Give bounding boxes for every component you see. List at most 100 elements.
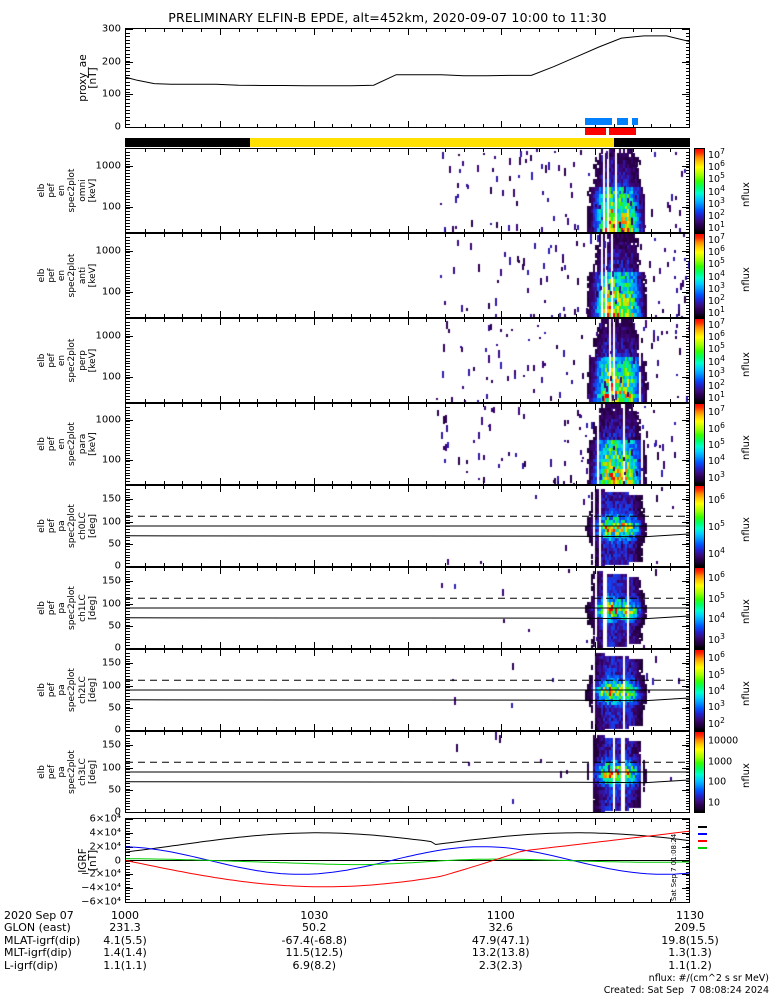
igrf-legend-swatch	[698, 840, 707, 842]
loss-cone-lines	[126, 597, 689, 620]
y-tick-label: −4×10⁴	[81, 882, 121, 894]
x-tick-minor	[239, 899, 240, 902]
x-axis-value: 209.5	[674, 921, 706, 935]
colorbar-tick-label: 103	[708, 469, 725, 484]
y-tick-minor	[685, 849, 689, 850]
x-tick-minor	[445, 29, 446, 32]
x-tick	[408, 121, 409, 127]
x-tick-minor	[370, 124, 371, 127]
y-tick-minor	[685, 846, 689, 847]
y-axis-label-part: [deg]	[87, 514, 98, 538]
y-tick-minor	[685, 893, 689, 894]
y-tick-minor	[126, 47, 130, 48]
x-axis-value: 1030	[300, 909, 329, 922]
igrf-legend-swatch	[698, 826, 707, 828]
y-tick	[682, 29, 689, 30]
y-axis-label-part: spec2plot	[67, 338, 78, 383]
y-axis-label-part: ch2LC	[77, 676, 88, 704]
colorbar-en-omni	[694, 148, 705, 233]
y-tick-label: 100	[101, 88, 121, 100]
x-axis-value: 1.1(1.2)	[668, 958, 712, 972]
y-tick-minor	[126, 78, 130, 79]
y-axis-label-part: pa	[57, 684, 68, 696]
y-axis-label-part: pef	[47, 600, 57, 616]
y-tick-label: 200	[101, 56, 121, 68]
x-tick-minor	[182, 29, 183, 32]
y-tick-minor	[685, 99, 689, 100]
x-axis-value: -67.4(-68.8)	[281, 933, 348, 947]
x-tick	[314, 121, 315, 127]
y-tick-minor	[685, 33, 689, 34]
x-axis-value: 11.5(12.5)	[285, 946, 344, 960]
daynight-segment	[250, 138, 615, 147]
y-tick-minor	[685, 54, 689, 55]
x-tick-minor	[332, 29, 333, 32]
colorbar-tick-label: 103	[708, 280, 725, 295]
y-tick-label: 100	[101, 371, 121, 383]
y-tick-minor	[685, 103, 689, 104]
y-tick-minor	[126, 866, 130, 867]
y-tick-minor	[685, 872, 689, 873]
x-axis-row-label: GLON (east)	[4, 921, 71, 935]
x-tick	[595, 29, 596, 35]
x-tick-minor	[464, 899, 465, 902]
x-tick	[595, 896, 596, 902]
x-tick-minor	[651, 29, 652, 32]
y-tick-minor	[126, 89, 130, 90]
colorbar-en-anti	[694, 233, 705, 318]
y-tick-minor	[126, 822, 130, 823]
x-tick	[220, 29, 221, 35]
y-tick	[126, 812, 133, 813]
x-tick	[408, 896, 409, 902]
y-tick-minor	[126, 869, 130, 870]
y-tick-minor	[126, 103, 130, 104]
x-tick-minor	[351, 124, 352, 127]
panel-pa-ch3lc	[125, 731, 690, 813]
x-tick-minor	[539, 29, 540, 32]
panel-en-anti	[125, 233, 690, 318]
y-tick-minor	[126, 840, 130, 841]
x-tick-minor	[539, 124, 540, 127]
y-axis-label-part: spec2plot	[67, 504, 78, 548]
y-tick-minor	[685, 68, 689, 69]
y-tick-minor	[126, 61, 130, 62]
y-axis-label-part: pa	[57, 602, 68, 614]
x-tick-minor	[670, 29, 671, 32]
y-tick-minor	[685, 110, 689, 111]
y-tick	[682, 819, 689, 820]
y-tick-minor	[685, 43, 689, 44]
y-tick-label: 100	[101, 454, 121, 466]
colorbar-tick-label: 104	[708, 611, 725, 626]
y-axis-label-part: pef	[47, 682, 57, 698]
y-axis-label-part: [keV]	[87, 178, 98, 203]
y-tick-minor	[685, 78, 689, 79]
y-tick-minor	[685, 896, 689, 897]
x-axis-value: 6.9(8.2)	[292, 958, 337, 972]
y-tick-minor	[685, 124, 689, 125]
y-axis-label-part: ch3LC	[77, 758, 88, 786]
y-tick-label: 1000	[95, 414, 121, 426]
y-tick-label: 1000	[95, 160, 121, 172]
x-axis-value: 1130	[676, 909, 704, 922]
y-tick-label: 150	[101, 575, 121, 587]
colorbar-title: nflux	[741, 763, 752, 788]
x-axis-value: 4.1(5.5)	[103, 933, 147, 947]
colorbar-tick-label: 105	[708, 256, 725, 271]
x-tick-minor	[145, 819, 146, 822]
y-axis-label-part: pa	[57, 766, 68, 778]
x-tick-minor	[539, 899, 540, 902]
y-tick-minor	[685, 899, 689, 900]
igrf-legend-swatch	[698, 833, 707, 835]
x-tick-minor	[389, 899, 390, 902]
y-tick-minor	[126, 861, 130, 862]
colorbar-tick-label: 106	[708, 491, 725, 506]
y-tick-minor	[126, 884, 130, 885]
x-axis-value: 47.9(47.1)	[471, 933, 530, 947]
y-axis-label-part: elb	[36, 437, 47, 451]
y-axis-label-part: [nT]	[86, 67, 99, 89]
y-tick-minor	[685, 828, 689, 829]
panel-pa-ch2lc	[125, 649, 690, 731]
loss-cone-lines	[126, 761, 689, 784]
y-tick-label: −2×10⁴	[81, 868, 121, 880]
y-tick-minor	[685, 890, 689, 891]
